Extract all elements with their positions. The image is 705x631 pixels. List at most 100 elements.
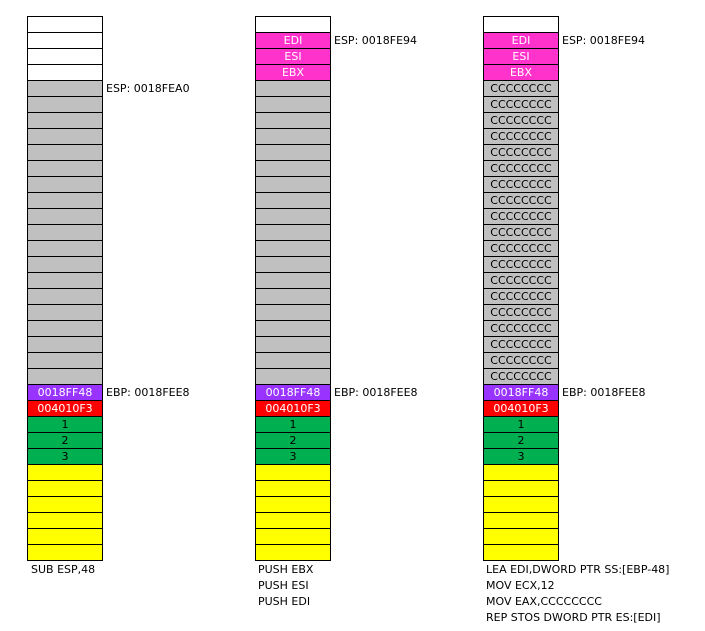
caption-line: PUSH ESI	[258, 579, 309, 592]
caption-line: PUSH EBX	[258, 563, 314, 576]
stack-cell	[255, 241, 331, 257]
stack-cell: 004010F3	[27, 401, 103, 417]
stack-cell: CCCCCCCC	[483, 81, 559, 97]
stack-cell	[27, 17, 103, 33]
stack-cell	[27, 497, 103, 513]
stack-cell	[255, 513, 331, 529]
stack-cell	[483, 545, 559, 561]
stack-cell	[27, 545, 103, 561]
stack-cell	[27, 129, 103, 145]
register-pointer-label: ESP: 0018FE94	[334, 34, 418, 47]
stack-cell: EDI	[483, 33, 559, 49]
stack-cell	[255, 273, 331, 289]
stack-cell	[255, 129, 331, 145]
stack-cell	[27, 177, 103, 193]
register-pointer-label: ESP: 0018FE94	[562, 34, 646, 47]
stack-cell	[255, 497, 331, 513]
stack-cell	[483, 481, 559, 497]
stack-cell: CCCCCCCC	[483, 305, 559, 321]
stack-cell: CCCCCCCC	[483, 289, 559, 305]
stack-cell	[255, 145, 331, 161]
register-pointer-label: EBP: 0018FEE8	[106, 386, 190, 399]
stack-cell: CCCCCCCC	[483, 177, 559, 193]
stack-cell	[27, 513, 103, 529]
stack-cell: CCCCCCCC	[483, 369, 559, 385]
caption-line: LEA EDI,DWORD PTR SS:[EBP-48]	[486, 563, 670, 576]
stack-cell: CCCCCCCC	[483, 225, 559, 241]
stack-cell: CCCCCCCC	[483, 353, 559, 369]
stack-cell	[483, 513, 559, 529]
stack-cell	[27, 145, 103, 161]
stack-cell	[255, 97, 331, 113]
stack-cell	[255, 337, 331, 353]
stack-cell	[27, 65, 103, 81]
stack-cell	[255, 465, 331, 481]
stack-cell	[27, 97, 103, 113]
register-pointer-label: EBP: 0018FEE8	[334, 386, 418, 399]
stack-cell: CCCCCCCC	[483, 145, 559, 161]
register-pointer-label: ESP: 0018FEA0	[106, 82, 190, 95]
stack-cell	[255, 193, 331, 209]
stack-cell	[255, 529, 331, 545]
stack-cell	[255, 17, 331, 33]
stack-cell	[483, 465, 559, 481]
stack-cell: EBX	[255, 65, 331, 81]
stack-cell: CCCCCCCC	[483, 113, 559, 129]
stack-column: 0018FF48 004010F3 1 2 3	[27, 16, 103, 561]
stack-cell: ESI	[255, 49, 331, 65]
stack-cell	[255, 321, 331, 337]
stack-cell	[483, 497, 559, 513]
stack-cell: CCCCCCCC	[483, 241, 559, 257]
stack-cell: 3	[255, 449, 331, 465]
stack-cell: 0018FF48	[483, 385, 559, 401]
instruction-caption: SUB ESP,48	[31, 562, 95, 578]
caption-line: MOV ECX,12	[486, 579, 555, 592]
stack-cell: CCCCCCCC	[483, 273, 559, 289]
stack-column: EDI ESI EBX 0018FF48 004010F3 1 2 3	[255, 16, 331, 561]
stack-cell	[27, 481, 103, 497]
stack-cell	[27, 193, 103, 209]
stack-cell	[27, 369, 103, 385]
stack-cell	[27, 257, 103, 273]
stack-cell	[255, 353, 331, 369]
instruction-caption: PUSH EBX PUSH ESI PUSH EDI	[258, 562, 313, 610]
stack-cell	[255, 225, 331, 241]
stack-cell: ESI	[483, 49, 559, 65]
stack-cell	[255, 289, 331, 305]
stack-cell	[255, 257, 331, 273]
stack-cell	[27, 465, 103, 481]
stack-cell: CCCCCCCC	[483, 129, 559, 145]
stack-cell	[255, 113, 331, 129]
stack-cell	[27, 305, 103, 321]
stack-cell: EDI	[255, 33, 331, 49]
stack-cell: 1	[483, 417, 559, 433]
stack-cell	[27, 49, 103, 65]
stack-cell: 0018FF48	[27, 385, 103, 401]
stack-cell: CCCCCCCC	[483, 321, 559, 337]
stack-cell	[483, 17, 559, 33]
stack-cell	[27, 337, 103, 353]
stack-cell	[27, 529, 103, 545]
stack-cell: 2	[483, 433, 559, 449]
caption-line: MOV EAX,CCCCCCCC	[486, 595, 602, 608]
stack-cell	[27, 161, 103, 177]
stack-cell	[27, 33, 103, 49]
stack-cell	[255, 177, 331, 193]
stack-cell: CCCCCCCC	[483, 337, 559, 353]
stack-cell	[255, 481, 331, 497]
stack-cell	[27, 81, 103, 97]
stack-cell: CCCCCCCC	[483, 209, 559, 225]
stack-cell	[27, 209, 103, 225]
stack-cell: CCCCCCCC	[483, 161, 559, 177]
instruction-caption: LEA EDI,DWORD PTR SS:[EBP-48] MOV ECX,12 M…	[486, 562, 669, 626]
stack-cell	[27, 241, 103, 257]
stack-cell	[255, 545, 331, 561]
stack-cell	[27, 353, 103, 369]
stack-cell	[27, 289, 103, 305]
stack-cell: 2	[27, 433, 103, 449]
stack-cell	[483, 529, 559, 545]
caption-line: PUSH EDI	[258, 595, 311, 608]
stack-cell: 1	[255, 417, 331, 433]
stack-cell: CCCCCCCC	[483, 193, 559, 209]
stack-cell	[27, 225, 103, 241]
